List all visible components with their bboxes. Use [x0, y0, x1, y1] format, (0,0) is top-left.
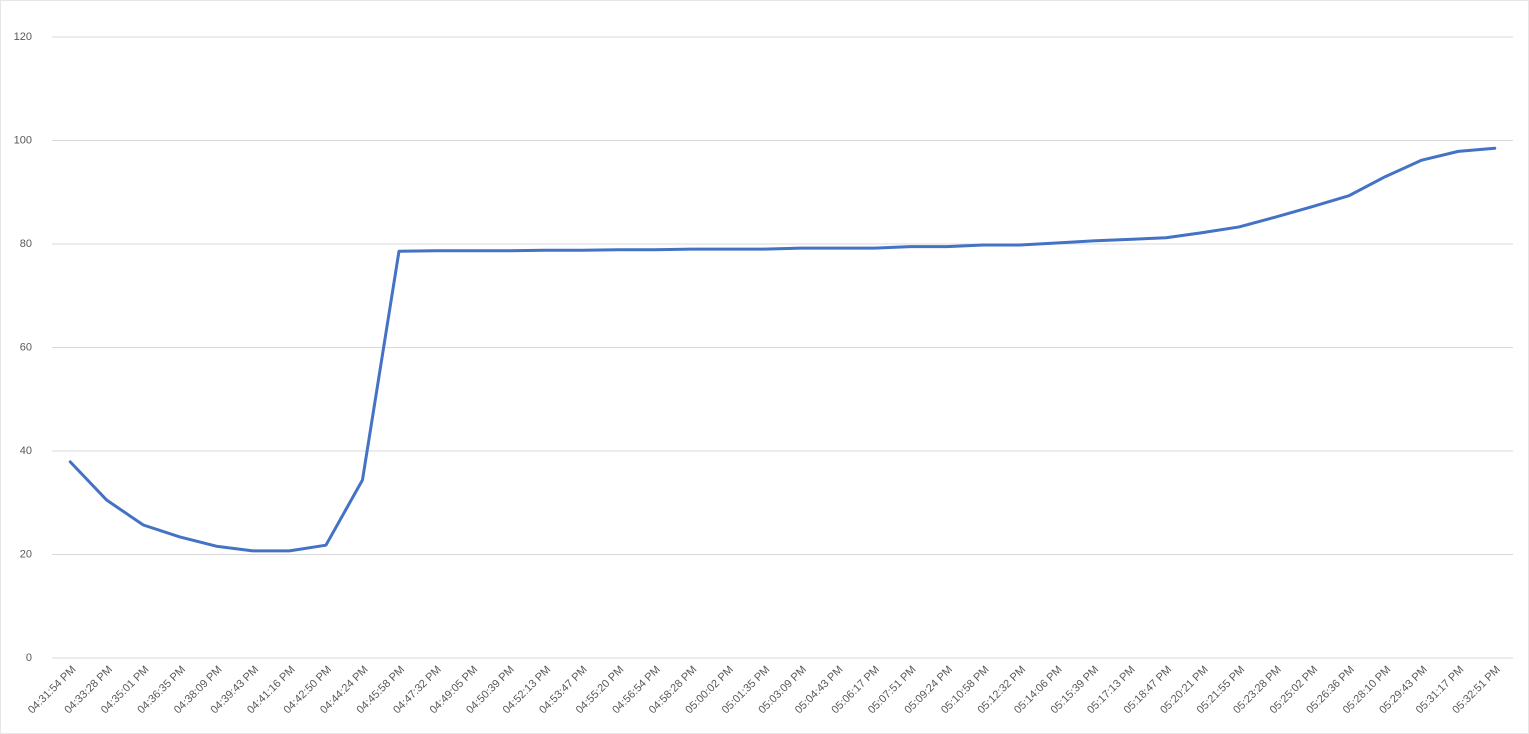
y-tick-label: 80 — [20, 238, 32, 250]
y-tick-label: 40 — [20, 445, 32, 457]
y-tick-label: 20 — [20, 548, 32, 560]
y-tick-label: 0 — [26, 652, 32, 664]
data-line — [68, 146, 1497, 553]
y-tick-label: 100 — [14, 134, 32, 146]
y-tick-label: 60 — [20, 341, 32, 353]
y-tick-label: 120 — [14, 31, 32, 43]
